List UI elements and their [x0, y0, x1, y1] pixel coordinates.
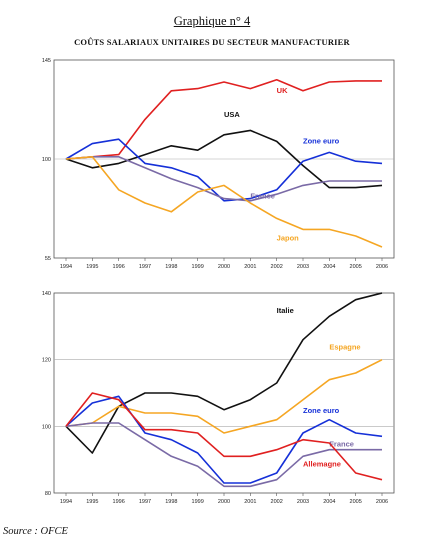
x-tick-label-0-8: 2002 — [271, 264, 283, 270]
chart-top-countries: 55 100 145 1994 1995 1996 1997 1998 1999 2000 2001… — [0, 48, 424, 278]
x-tick-label-0-4: 1998 — [165, 264, 177, 270]
series-line-0-0 — [65, 78, 382, 160]
x-tick-label-0-12: 2006 — [376, 264, 388, 270]
series-label-1-1: Espagne — [329, 343, 360, 352]
y-tick-label-1-0: 80 — [45, 491, 51, 497]
x-tick-label-1-11: 2005 — [350, 499, 362, 505]
x-tick-label-0-9: 2003 — [297, 264, 309, 270]
x-tick-label-1-5: 1999 — [192, 499, 204, 505]
source-note: Source : OFCE — [3, 526, 68, 537]
series-line-1-3 — [65, 422, 382, 488]
series-label-1-2: Zone euro — [303, 406, 340, 415]
series-line-0-1 — [65, 129, 383, 189]
x-tick-label-1-0: 1994 — [60, 499, 72, 505]
series-label-0-4: Japon — [277, 233, 300, 242]
x-tick-label-0-2: 1996 — [113, 264, 125, 270]
x-tick-label-1-12: 2006 — [376, 499, 388, 505]
x-tick-label-0-5: 1999 — [192, 264, 204, 270]
series-line-1-4 — [65, 392, 383, 481]
x-tick-label-1-4: 1998 — [165, 499, 177, 505]
plot-frame-1 — [53, 292, 395, 494]
series-label-1-4: Allemagne — [303, 459, 341, 468]
x-tick-label-1-7: 2001 — [244, 499, 256, 505]
series-line-0-3 — [65, 156, 382, 202]
y-tick-label-0-1: 100 — [42, 157, 51, 163]
series-line-1-1 — [65, 358, 383, 434]
chart-figure-subtitle: COÛTS SALARIAUX UNITAIRES DU SECTEUR MAN… — [74, 37, 350, 47]
x-tick-label-0-0: 1994 — [60, 264, 72, 270]
x-tick-label-0-11: 2005 — [350, 264, 362, 270]
series-label-1-0: Italie — [277, 306, 294, 315]
x-tick-label-1-2: 1996 — [113, 499, 125, 505]
series-line-1-2 — [65, 395, 383, 484]
y-tick-label-0-0: 55 — [45, 256, 51, 262]
x-tick-label-1-9: 2003 — [297, 499, 309, 505]
x-tick-label-1-8: 2002 — [271, 499, 283, 505]
series-line-0-2 — [65, 138, 383, 202]
y-tick-label-1-3: 140 — [42, 291, 51, 297]
series-label-0-3: France — [250, 192, 275, 201]
chart-bottom-svg: 80 100 120 140 1994 1995 1996 1997 1998 1999 2000 2… — [42, 291, 395, 505]
series-line-0-4 — [65, 156, 383, 248]
x-tick-label-1-6: 2000 — [218, 499, 230, 505]
y-tick-label-1-2: 120 — [42, 358, 51, 364]
series-label-1-3: France — [329, 439, 354, 448]
x-tick-label-1-3: 1997 — [139, 499, 151, 505]
chart-top-svg: 55 100 145 1994 1995 1996 1997 1998 1999 2000 2001… — [42, 58, 395, 270]
chart-figure-title: Graphique n° 4 — [173, 14, 251, 28]
x-tick-label-0-1: 1995 — [86, 264, 98, 270]
series-label-0-1: USA — [224, 110, 240, 119]
x-tick-label-1-10: 2004 — [323, 499, 335, 505]
series-line-1-0 — [65, 292, 383, 454]
chart-bottom-euro-countries: 80 100 120 140 1994 1995 1996 1997 1998 1999 2000 2… — [0, 282, 424, 514]
series-label-0-0: UK — [277, 86, 288, 95]
x-tick-label-0-6: 2000 — [218, 264, 230, 270]
series-label-0-2: Zone euro — [303, 137, 340, 146]
y-tick-label-0-2: 145 — [42, 58, 51, 64]
x-tick-label-0-7: 2001 — [244, 264, 256, 270]
x-tick-label-1-1: 1995 — [86, 499, 98, 505]
x-tick-label-0-3: 1997 — [139, 264, 151, 270]
y-tick-label-1-1: 100 — [42, 424, 51, 430]
x-tick-label-0-10: 2004 — [323, 264, 335, 270]
